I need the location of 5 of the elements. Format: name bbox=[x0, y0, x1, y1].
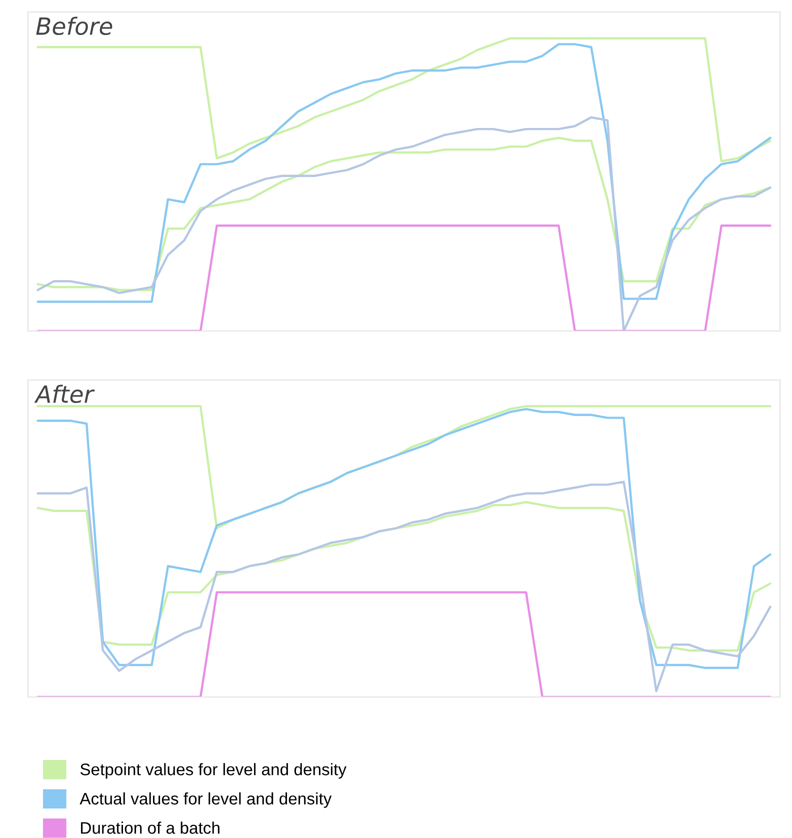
legend-label: Setpoint values for level and density bbox=[80, 763, 346, 779]
legend-label: Duration of a batch bbox=[81, 822, 220, 834]
chart-title: After bbox=[34, 384, 95, 404]
chart-title: Before bbox=[36, 16, 112, 36]
legend-label: Actual values for level and density bbox=[80, 792, 332, 808]
